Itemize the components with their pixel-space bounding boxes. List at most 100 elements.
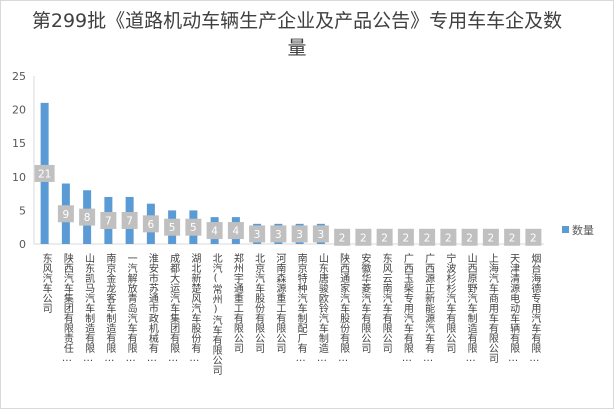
data-label: 2	[419, 228, 436, 246]
data-label: 9	[57, 205, 74, 223]
y-tick-label: 0	[19, 238, 26, 251]
data-label-text: 2	[381, 232, 388, 244]
data-label-box	[355, 228, 372, 246]
data-label-box	[440, 228, 457, 246]
category-label: 一汽解放青岛汽车有限…	[125, 253, 137, 364]
data-label-box	[121, 211, 138, 229]
data-label: 2	[525, 228, 542, 246]
category-label: 南京特种汽车制配厂有…	[295, 252, 307, 364]
data-label-text: 3	[254, 229, 261, 241]
data-label-text: 2	[466, 232, 473, 244]
y-tick-label: 5	[19, 204, 26, 217]
data-label-box	[334, 228, 351, 246]
data-label-text: 2	[488, 232, 495, 244]
data-label-box	[142, 215, 159, 233]
category-label: 北京汽车股份有限公司	[253, 253, 265, 353]
category-label: 河南森源重工有限公司	[274, 253, 286, 353]
data-label-box	[291, 225, 308, 243]
data-label-text: 9	[63, 209, 70, 221]
category-label: 上海汽车商用车有限公司	[486, 253, 498, 363]
data-label: 2	[504, 228, 521, 246]
data-label: 3	[249, 225, 266, 243]
data-label: 8	[79, 208, 96, 226]
data-label-box	[249, 225, 266, 243]
data-label-box	[482, 228, 499, 246]
legend: 数量	[562, 224, 594, 237]
legend-label: 数量	[572, 224, 594, 237]
category-label: 宁波杉杉汽车有限公司	[444, 252, 456, 353]
y-tick-label: 10	[12, 171, 26, 184]
y-tick-label: 20	[12, 104, 26, 117]
data-label: 7	[100, 211, 117, 229]
data-label: 4	[227, 222, 244, 240]
data-label: 21	[34, 164, 55, 182]
category-label: 山东唐骏欧铃汽车制造…	[316, 253, 328, 364]
data-label-text: 21	[38, 168, 51, 180]
data-label: 2	[440, 228, 457, 246]
data-label-box	[206, 222, 223, 240]
data-label-box	[376, 228, 393, 246]
data-label: 3	[312, 225, 329, 243]
data-label: 2	[334, 228, 351, 246]
data-label: 3	[291, 225, 308, 243]
data-label: 2	[355, 228, 372, 246]
data-label-box	[397, 228, 414, 246]
data-label-text: 2	[424, 232, 431, 244]
category-label: 烟台海德专用汽车有限…	[529, 252, 541, 364]
data-label: 3	[270, 225, 287, 243]
category-label: 山西原野汽车制造有限…	[465, 253, 477, 364]
data-label-box	[461, 228, 478, 246]
category-label: 东风云南汽车有限公司	[380, 252, 392, 353]
category-label: 湖北新楚风汽车股份有…	[189, 253, 201, 364]
data-label: 6	[142, 215, 159, 233]
data-label-box	[312, 225, 329, 243]
data-label-text: 5	[190, 222, 197, 234]
data-label: 5	[185, 218, 202, 236]
data-label: 4	[206, 222, 223, 240]
data-label: 2	[461, 228, 478, 246]
y-tick-label: 25	[12, 70, 26, 83]
data-label-box	[419, 228, 436, 246]
chart-title: 第299批《道路机动车辆生产企业及产品公告》专用车车企及数量	[31, 10, 563, 59]
data-label-text: 4	[211, 226, 218, 238]
data-label-box	[100, 211, 117, 229]
data-label-text: 3	[318, 229, 325, 241]
data-label-box	[57, 205, 74, 223]
category-label: 天津清源电动车辆有限…	[508, 253, 520, 364]
data-label-box	[227, 222, 244, 240]
data-label-text: 7	[105, 215, 112, 227]
data-labels: 21 9 8 7 7 6 5 5 4 4 3 3 3 3 2 2 2 2 2 2 2 2 2 2	[34, 164, 542, 246]
y-tick-label: 15	[12, 137, 26, 150]
data-label-text: 2	[530, 232, 537, 244]
data-label-text: 5	[169, 222, 176, 234]
data-label-box	[504, 228, 521, 246]
data-label: 2	[482, 228, 499, 246]
data-label: 7	[121, 211, 138, 229]
data-label-text: 7	[126, 215, 133, 227]
data-label-box	[34, 164, 55, 182]
data-label-box	[270, 225, 287, 243]
data-label: 2	[397, 228, 414, 246]
data-label-box	[525, 228, 542, 246]
data-label-text: 2	[509, 232, 516, 244]
category-label: 广西玉柴专用汽车有限…	[401, 253, 413, 364]
category-label: 淮安市苏通市政机械有…	[146, 253, 158, 364]
category-label: 南京金龙客车制造有限…	[104, 252, 116, 364]
category-label: 安徽华菱汽车有限公司	[359, 252, 371, 353]
category-labels: 东风汽车公司 陕西汽车集团有限责任… 山东凯马汽车制造有限… 南京金龙客车制造有限… 一…	[40, 252, 541, 375]
data-label-text: 2	[445, 232, 452, 244]
category-label: 东风汽车公司	[40, 252, 52, 313]
data-label: 2	[376, 228, 393, 246]
data-label-box	[79, 208, 96, 226]
category-label: 陕西汽车集团有限责任…	[61, 252, 73, 364]
category-label: 成都大运汽车集团有限…	[168, 253, 180, 364]
category-label: 陕西通家汽车股份有限…	[338, 252, 350, 364]
data-label-box	[185, 218, 202, 236]
category-label: 北汽(常州)汽车有限公司	[210, 253, 222, 375]
data-label-text: 2	[360, 232, 367, 244]
data-label-text: 3	[275, 229, 282, 241]
legend-swatch	[562, 226, 569, 233]
